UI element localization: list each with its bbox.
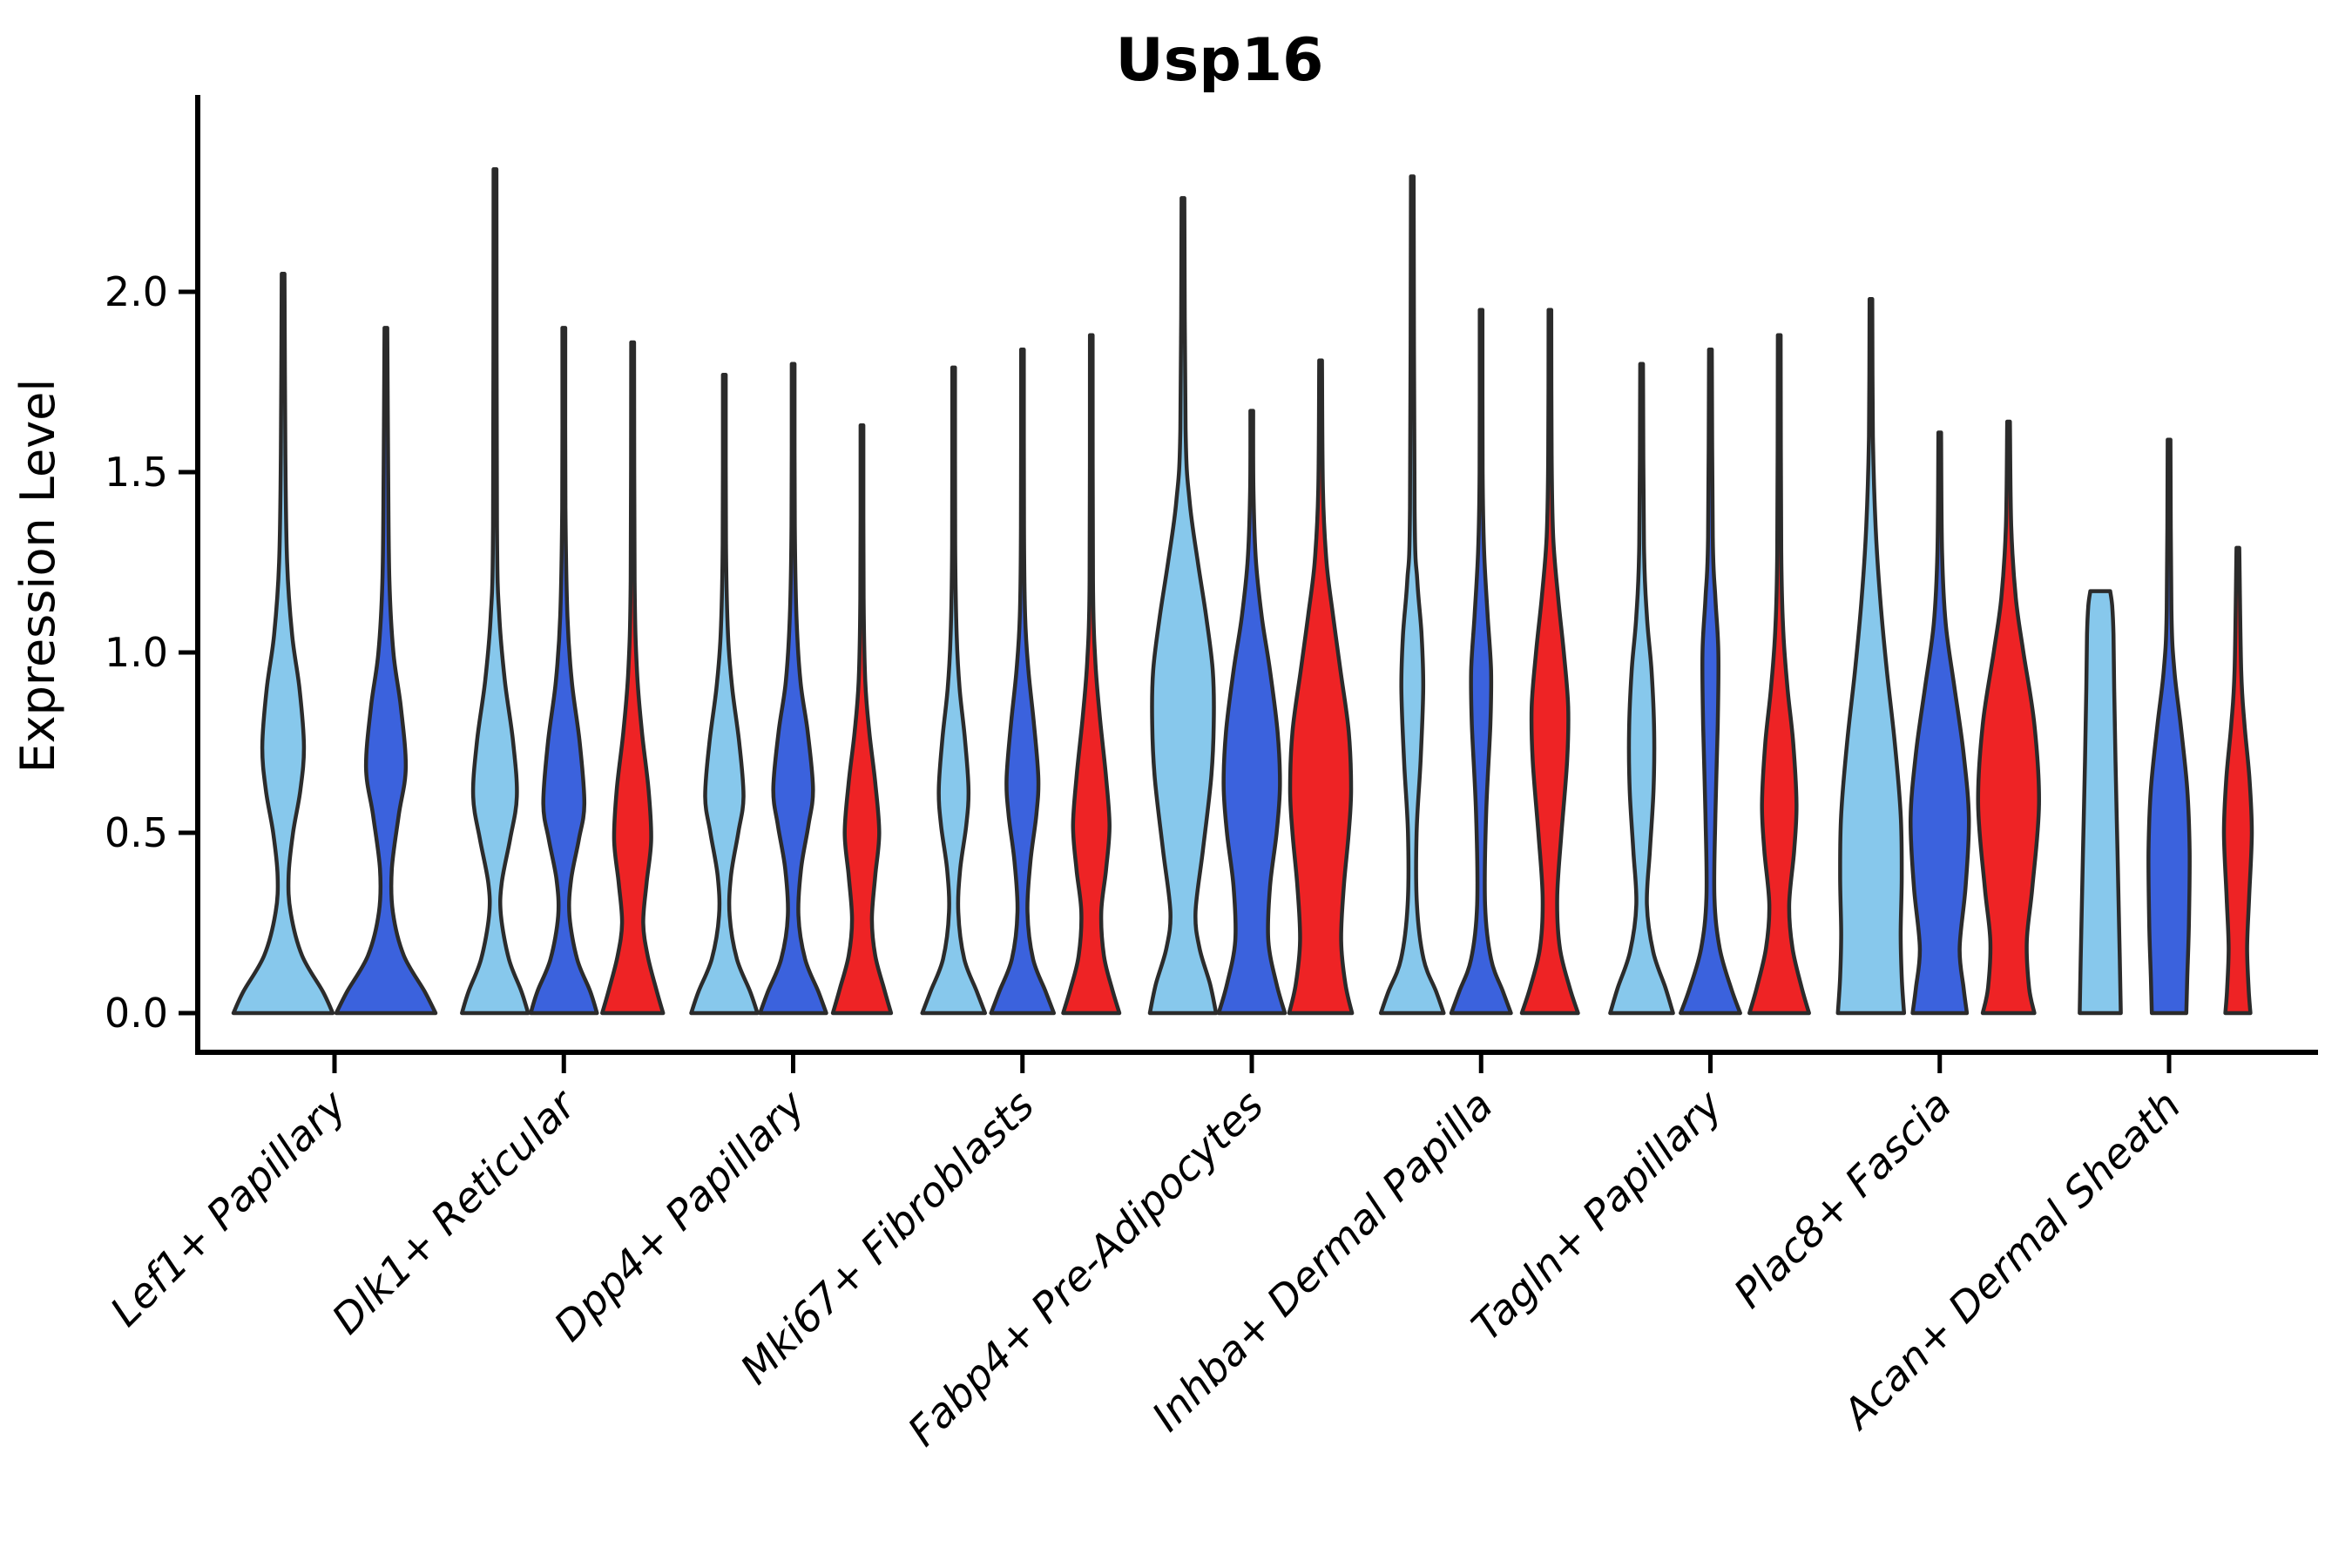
violin-plac8-fascia-light_blue (1835, 297, 1907, 1016)
violins-layer (231, 166, 2254, 1016)
x-tick-label-plac8-fascia: Plac8+ Fascia (1725, 1082, 1961, 1318)
violin-dpp4-papillary-red (830, 422, 894, 1016)
violin-inhba-dermal-papilla-dark_blue (1449, 308, 1513, 1016)
violin-dlk1-reticular-red (600, 340, 666, 1016)
violin-dpp4-papillary-light_blue (689, 372, 760, 1016)
y-tick-label: 0.5 (105, 809, 168, 856)
violin-mki67-fibroblasts-dark_blue (989, 347, 1057, 1016)
violin-dlk1-reticular-light_blue (460, 166, 531, 1016)
violin-fabp4-pre-adipocytes-red (1287, 358, 1355, 1016)
violin-lef1-papillary-dark_blue (334, 326, 438, 1016)
violin-plac8-fascia-red (1976, 419, 2041, 1016)
violin-fabp4-pre-adipocytes-dark_blue (1216, 409, 1288, 1016)
violin-inhba-dermal-papilla-red (1519, 308, 1580, 1016)
y-tick-label: 2.0 (105, 268, 168, 315)
violin-tagln-papillary-red (1747, 333, 1811, 1016)
violin-lef1-papillary-light_blue (231, 272, 335, 1016)
chart-title: Usp16 (1116, 26, 1324, 95)
violin-tagln-papillary-light_blue (1608, 362, 1675, 1016)
x-tick-label-lef1-papillary: Lef1+ Papillary (101, 1081, 356, 1336)
y-axis-label: Expression Level (10, 379, 65, 774)
violin-dlk1-reticular-dark_blue (529, 326, 599, 1016)
violin-mki67-fibroblasts-red (1061, 333, 1122, 1016)
y-tick-label: 1.0 (105, 629, 168, 676)
violin-plac8-fascia-dark_blue (1909, 430, 1971, 1016)
x-tick-label-dlk1-reticular: Dlk1+ Reticular (323, 1080, 587, 1344)
x-tick-label-tagln-papillary: Tagln+ Papillary (1463, 1081, 1733, 1351)
violin-acan-dermal-sheath-dark_blue (2146, 437, 2192, 1016)
x-tick-label-dpp4-papillary: Dpp4+ Papillary (545, 1081, 815, 1351)
violin-tagln-papillary-dark_blue (1679, 347, 1742, 1016)
violin-fabp4-pre-adipocytes-light_blue (1147, 196, 1219, 1016)
violin-dpp4-papillary-dark_blue (758, 362, 828, 1016)
y-tick-label: 1.5 (105, 449, 168, 496)
violin-acan-dermal-sheath-light_blue (2078, 589, 2123, 1016)
violin-inhba-dermal-papilla-light_blue (1378, 174, 1446, 1016)
violin-acan-dermal-sheath-red (2221, 545, 2254, 1016)
y-tick-label: 0.0 (105, 990, 168, 1037)
violin-mki67-fibroblasts-light_blue (920, 365, 988, 1016)
